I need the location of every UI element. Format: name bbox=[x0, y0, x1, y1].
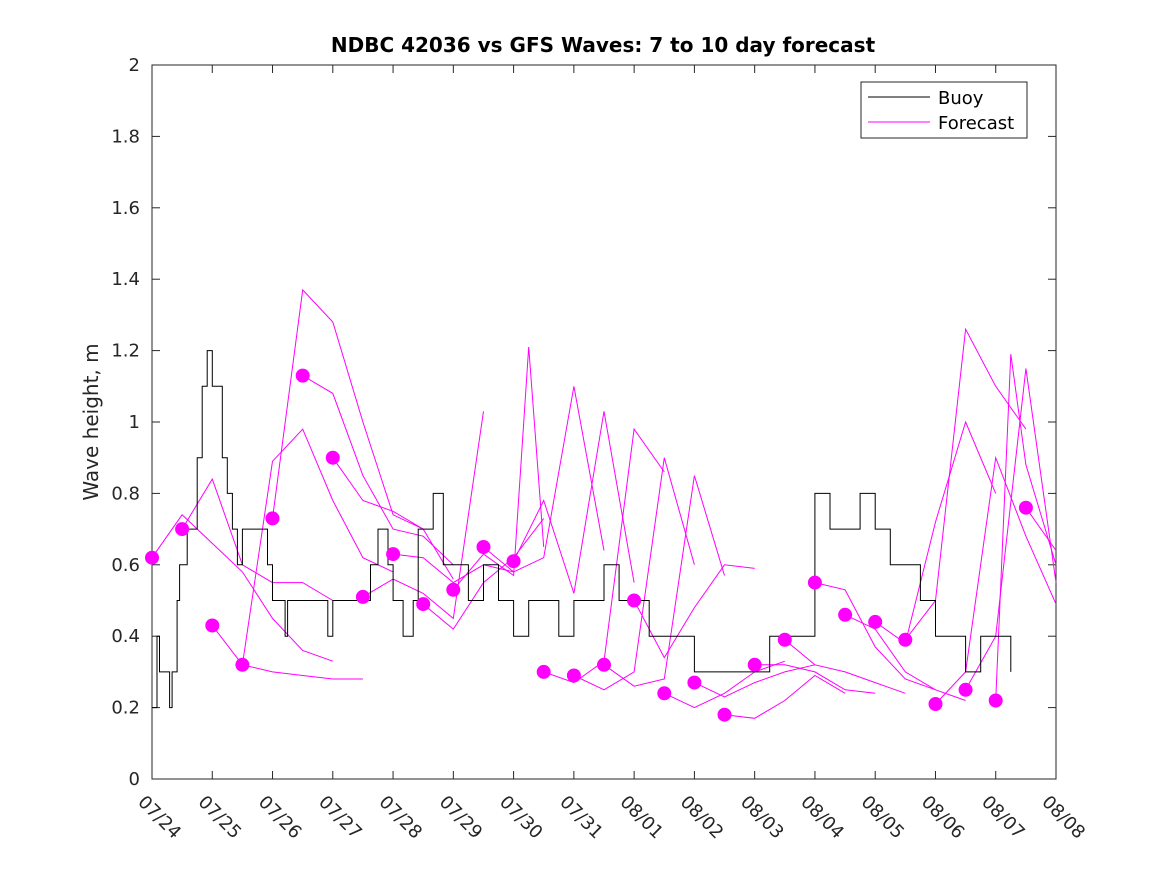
forecast-marker bbox=[145, 550, 159, 565]
forecast-line bbox=[814, 582, 936, 691]
buoy-series bbox=[152, 350, 1012, 709]
x-tick-label: 07/27 bbox=[314, 792, 366, 844]
forecast-line bbox=[633, 564, 755, 659]
x-tick-label: 08/05 bbox=[857, 792, 909, 844]
forecast-marker bbox=[597, 657, 611, 672]
x-tick-label: 08/08 bbox=[1037, 792, 1089, 844]
x-tick-label: 07/24 bbox=[133, 792, 185, 844]
forecast-line bbox=[1025, 507, 1057, 551]
forecast-marker bbox=[325, 450, 340, 465]
forecast-line bbox=[784, 639, 906, 694]
legend-buoy-label: Buoy bbox=[938, 88, 984, 109]
y-tick-label: 1 bbox=[129, 412, 140, 433]
forecast-line bbox=[995, 354, 1057, 701]
forecast-marker bbox=[747, 657, 762, 672]
forecast-line bbox=[573, 457, 695, 691]
forecast-marker bbox=[928, 697, 943, 711]
forecast-marker bbox=[175, 522, 190, 537]
forecast-marker bbox=[536, 664, 551, 679]
forecast-marker bbox=[838, 607, 853, 622]
forecast-marker bbox=[235, 657, 250, 672]
forecast-marker bbox=[355, 589, 370, 604]
forecast-line bbox=[513, 411, 635, 594]
y-tick-label: 1.8 bbox=[111, 126, 140, 147]
y-axis: 0 0.2 0.4 0.6 0.8 1 1.2 1.4 1.6 1.8 2 bbox=[111, 55, 1056, 790]
forecast-marker bbox=[717, 707, 732, 722]
forecast-line bbox=[272, 288, 424, 530]
forecast-marker bbox=[807, 575, 822, 590]
forecast-line bbox=[874, 420, 997, 645]
y-tick-label: 1.6 bbox=[111, 198, 140, 219]
x-tick-label: 07/28 bbox=[375, 792, 427, 844]
x-tick-label: 07/31 bbox=[555, 792, 607, 844]
x-tick-label: 08/07 bbox=[977, 792, 1029, 844]
y-tick-label: 0.4 bbox=[111, 626, 140, 647]
forecast-line bbox=[452, 346, 545, 591]
forecast-marker bbox=[265, 511, 280, 526]
legend: Buoy Forecast bbox=[860, 81, 1028, 139]
forecast-line bbox=[362, 411, 484, 620]
forecast-line bbox=[483, 386, 605, 573]
y-tick-label: 2 bbox=[129, 55, 140, 76]
forecast-marker bbox=[958, 682, 973, 697]
forecast-line bbox=[935, 455, 1057, 705]
forecast-marker bbox=[566, 668, 581, 683]
forecast-line bbox=[393, 553, 514, 584]
forecast-marker bbox=[627, 593, 642, 608]
buoy-line bbox=[152, 350, 1012, 709]
y-tick-label: 0 bbox=[129, 769, 140, 790]
chart-title: NDBC 42036 vs GFS Waves: 7 to 10 day for… bbox=[331, 33, 876, 57]
forecast-marker bbox=[687, 675, 702, 690]
forecast-line bbox=[904, 327, 1027, 641]
forecast-line bbox=[181, 477, 334, 601]
forecast-marker bbox=[1018, 500, 1033, 515]
x-tick-label: 07/29 bbox=[435, 792, 487, 844]
forecast-line bbox=[211, 625, 363, 680]
x-tick-label: 07/26 bbox=[254, 792, 306, 844]
forecast-line bbox=[603, 475, 725, 687]
forecast-marker bbox=[988, 693, 1003, 708]
forecast-marker bbox=[386, 547, 401, 562]
forecast-marker bbox=[295, 368, 310, 383]
forecast-marker bbox=[416, 597, 431, 612]
forecast-line bbox=[754, 664, 876, 694]
x-tick-label: 08/03 bbox=[736, 792, 788, 844]
forecast-line bbox=[724, 674, 846, 719]
forecast-marker bbox=[476, 540, 491, 554]
forecast-marker bbox=[205, 618, 220, 633]
x-tick-label: 08/01 bbox=[616, 792, 668, 844]
forecast-line bbox=[241, 428, 394, 665]
forecast-marker bbox=[898, 632, 913, 647]
forecast-marker bbox=[868, 614, 883, 629]
forecast-line bbox=[694, 664, 816, 698]
y-tick-label: 0.2 bbox=[111, 698, 140, 719]
forecast-line bbox=[151, 514, 333, 662]
x-tick-label: 08/02 bbox=[676, 792, 728, 844]
plot-area bbox=[151, 64, 1057, 780]
x-tick-label: 08/06 bbox=[917, 792, 969, 844]
forecast-line bbox=[332, 457, 454, 580]
y-tick-label: 1.4 bbox=[111, 269, 140, 290]
legend-box bbox=[860, 81, 1028, 139]
forecast-marker bbox=[446, 582, 461, 597]
y-tick-label: 1.2 bbox=[111, 341, 140, 362]
x-tick-label: 08/04 bbox=[796, 792, 848, 844]
forecast-line bbox=[664, 660, 785, 709]
y-tick-label: 0.8 bbox=[111, 483, 140, 504]
y-tick-label: 0.6 bbox=[111, 555, 140, 576]
forecast-line bbox=[302, 375, 454, 566]
forecast-marker bbox=[506, 554, 521, 569]
forecast-markers bbox=[145, 368, 1033, 722]
forecast-marker bbox=[777, 632, 792, 647]
y-axis-label: Wave height, m bbox=[79, 343, 103, 500]
legend-forecast-label: Forecast bbox=[938, 113, 1014, 134]
forecast-marker bbox=[657, 686, 672, 701]
x-tick-label: 07/25 bbox=[194, 792, 246, 844]
x-tick-label: 07/30 bbox=[495, 792, 547, 844]
